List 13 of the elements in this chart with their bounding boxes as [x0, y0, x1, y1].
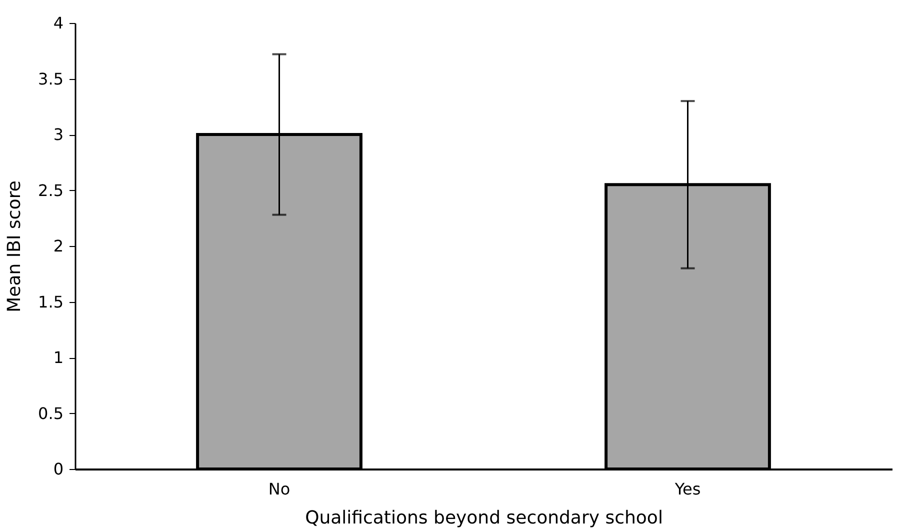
y-tick-label: 3.5: [38, 69, 64, 88]
y-tick-label: 3: [53, 125, 64, 144]
y-tick-label: 2.5: [38, 180, 64, 200]
y-tick-label: 0: [53, 460, 64, 478]
x-tick-label: Yes: [674, 480, 701, 498]
x-tick-label: No: [268, 480, 290, 498]
y-tick-label: 2: [53, 236, 64, 256]
x-axis-title: Qualifications beyond secondary school: [305, 508, 663, 528]
y-tick-label: 1: [53, 348, 64, 367]
y-tick-label: 4: [53, 14, 64, 32]
y-tick-label: 0.5: [38, 404, 64, 423]
y-tick-label: 1.5: [38, 292, 64, 312]
y-axis-title: Mean IBI score: [4, 180, 26, 312]
